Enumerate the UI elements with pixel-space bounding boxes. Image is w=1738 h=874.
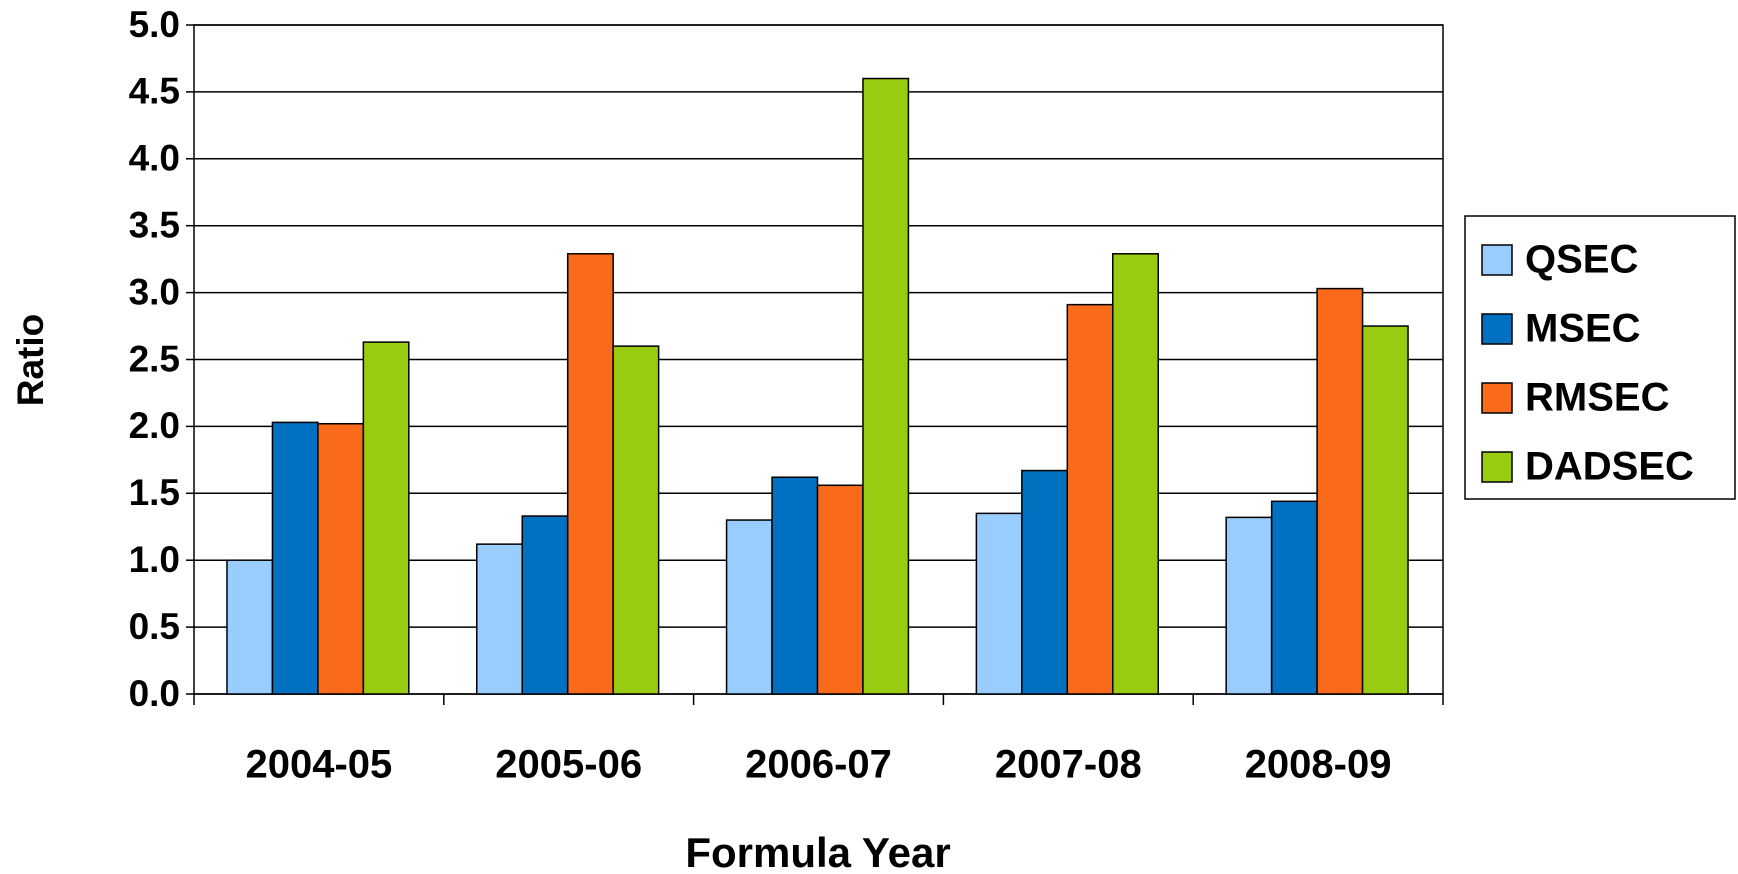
bar bbox=[521, 515, 569, 695]
y-tick-label: 5.0 bbox=[129, 4, 180, 45]
bar bbox=[1270, 500, 1318, 695]
bar bbox=[476, 543, 523, 695]
bar bbox=[1316, 287, 1364, 695]
x-tick-label: 2004-05 bbox=[246, 743, 393, 787]
bar bbox=[862, 77, 910, 695]
y-tick-label: 0.5 bbox=[129, 606, 180, 647]
bar bbox=[317, 422, 365, 695]
x-tick-label: 2007-08 bbox=[995, 743, 1142, 787]
legend-label: DADSEC bbox=[1525, 445, 1694, 489]
y-axis-title: Ratio bbox=[10, 314, 51, 407]
bar bbox=[816, 484, 864, 695]
y-tick-label: 2.0 bbox=[129, 405, 180, 446]
x-tick-label: 2006-07 bbox=[745, 743, 892, 787]
bar bbox=[1066, 303, 1114, 695]
bar bbox=[1112, 253, 1159, 695]
bar bbox=[1225, 516, 1273, 695]
bar bbox=[362, 341, 410, 695]
y-tick-label: 3.0 bbox=[129, 271, 180, 312]
bar bbox=[1361, 325, 1409, 695]
y-tick-label: 1.0 bbox=[129, 539, 180, 580]
y-tick-label: 2.5 bbox=[129, 338, 180, 379]
y-tick-label: 0.0 bbox=[129, 673, 180, 714]
bar bbox=[771, 476, 819, 695]
bar bbox=[226, 559, 274, 695]
legend-swatch bbox=[1481, 244, 1513, 276]
legend-swatch bbox=[1481, 451, 1513, 483]
y-tick-label: 4.0 bbox=[129, 138, 180, 179]
legend-swatch bbox=[1481, 382, 1513, 414]
bar bbox=[566, 253, 614, 695]
legend-swatch bbox=[1481, 313, 1513, 345]
bar bbox=[1021, 469, 1069, 695]
x-axis-title: Formula Year bbox=[685, 829, 950, 874]
bar bbox=[975, 512, 1023, 695]
legend-label: QSEC bbox=[1525, 238, 1638, 282]
y-tick-label: 1.5 bbox=[129, 472, 180, 513]
bar bbox=[612, 345, 660, 695]
legend-label: RMSEC bbox=[1525, 376, 1669, 420]
bar bbox=[725, 519, 773, 695]
y-tick-label: 3.5 bbox=[129, 204, 180, 245]
x-tick-label: 2008-09 bbox=[1245, 743, 1392, 787]
bar bbox=[271, 421, 319, 695]
x-tick-label: 2005-06 bbox=[495, 743, 642, 787]
legend-label: MSEC bbox=[1525, 307, 1641, 351]
y-tick-label: 4.5 bbox=[129, 71, 180, 112]
